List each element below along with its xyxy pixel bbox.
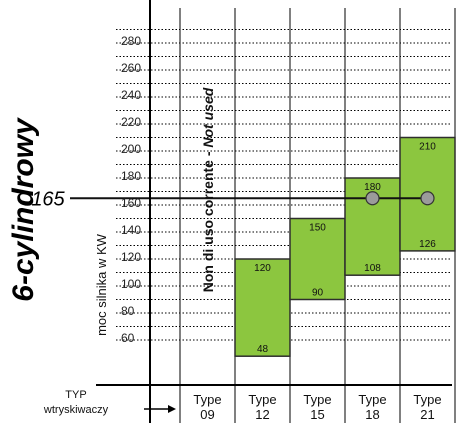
reference-layer xyxy=(70,191,435,206)
axis-layer xyxy=(96,0,452,423)
bar-low-label: 126 xyxy=(419,239,436,250)
x-tick-label-type: Type xyxy=(193,392,221,407)
bars-layer xyxy=(234,136,456,357)
y-tick-label: 220 xyxy=(121,115,141,129)
x-label-arrow-head xyxy=(168,405,176,413)
x-tick-label-type: Type xyxy=(413,392,441,407)
x-tick-label-number: 12 xyxy=(255,407,269,422)
bar-low-label: 108 xyxy=(364,263,381,274)
text-layer: 60 80 100 120 140 160 180 200 220 240 260 280 120 48 1… xyxy=(7,34,442,422)
y-tick-label: 120 xyxy=(121,250,141,264)
y-tick-label: 260 xyxy=(121,61,141,75)
y-tick-label: 280 xyxy=(121,34,141,48)
bar-high-label: 210 xyxy=(419,142,436,153)
chart-title: 6-cylindrowy xyxy=(7,117,40,302)
bar-low-label: 90 xyxy=(312,288,324,299)
reference-point xyxy=(365,191,380,206)
grid-layer xyxy=(116,8,456,423)
x-axis-label-line2: wtryskiwaczy xyxy=(43,404,109,416)
bar-high-label: 120 xyxy=(254,263,271,274)
x-tick-label-number: 18 xyxy=(365,407,379,422)
y-tick-label: 180 xyxy=(121,169,141,183)
x-tick-label-type: Type xyxy=(303,392,331,407)
y-tick-label: 60 xyxy=(121,331,135,345)
y-tick-label: 240 xyxy=(121,88,141,102)
bar-high-label: 150 xyxy=(309,223,326,234)
y-tick-label: 140 xyxy=(121,223,141,237)
y-tick-label: 200 xyxy=(121,142,141,156)
reference-point xyxy=(420,191,435,206)
x-tick-label-type: Type xyxy=(358,392,386,407)
bar-high-label: 180 xyxy=(364,182,381,193)
y-tick-label: 80 xyxy=(121,304,135,318)
range-bar xyxy=(234,258,291,357)
annotation-italic-text: Not used xyxy=(200,87,216,147)
annotation-text: Non di uso corrente - xyxy=(200,148,216,293)
x-axis-label-line1: TYP xyxy=(65,389,86,401)
not-used-annotation: Non di uso corrente - Not used xyxy=(200,87,216,292)
x-tick-label-number: 09 xyxy=(200,407,214,422)
x-tick-label-number: 21 xyxy=(420,407,434,422)
reference-value-label: 165 xyxy=(31,188,65,210)
y-axis-label: moc silnika w KW xyxy=(94,233,109,336)
y-tick-label: 100 xyxy=(121,277,141,291)
bar-low-label: 48 xyxy=(257,344,269,355)
x-tick-label-number: 15 xyxy=(310,407,324,422)
y-tick-label: 160 xyxy=(121,196,141,210)
x-tick-label-type: Type xyxy=(248,392,276,407)
